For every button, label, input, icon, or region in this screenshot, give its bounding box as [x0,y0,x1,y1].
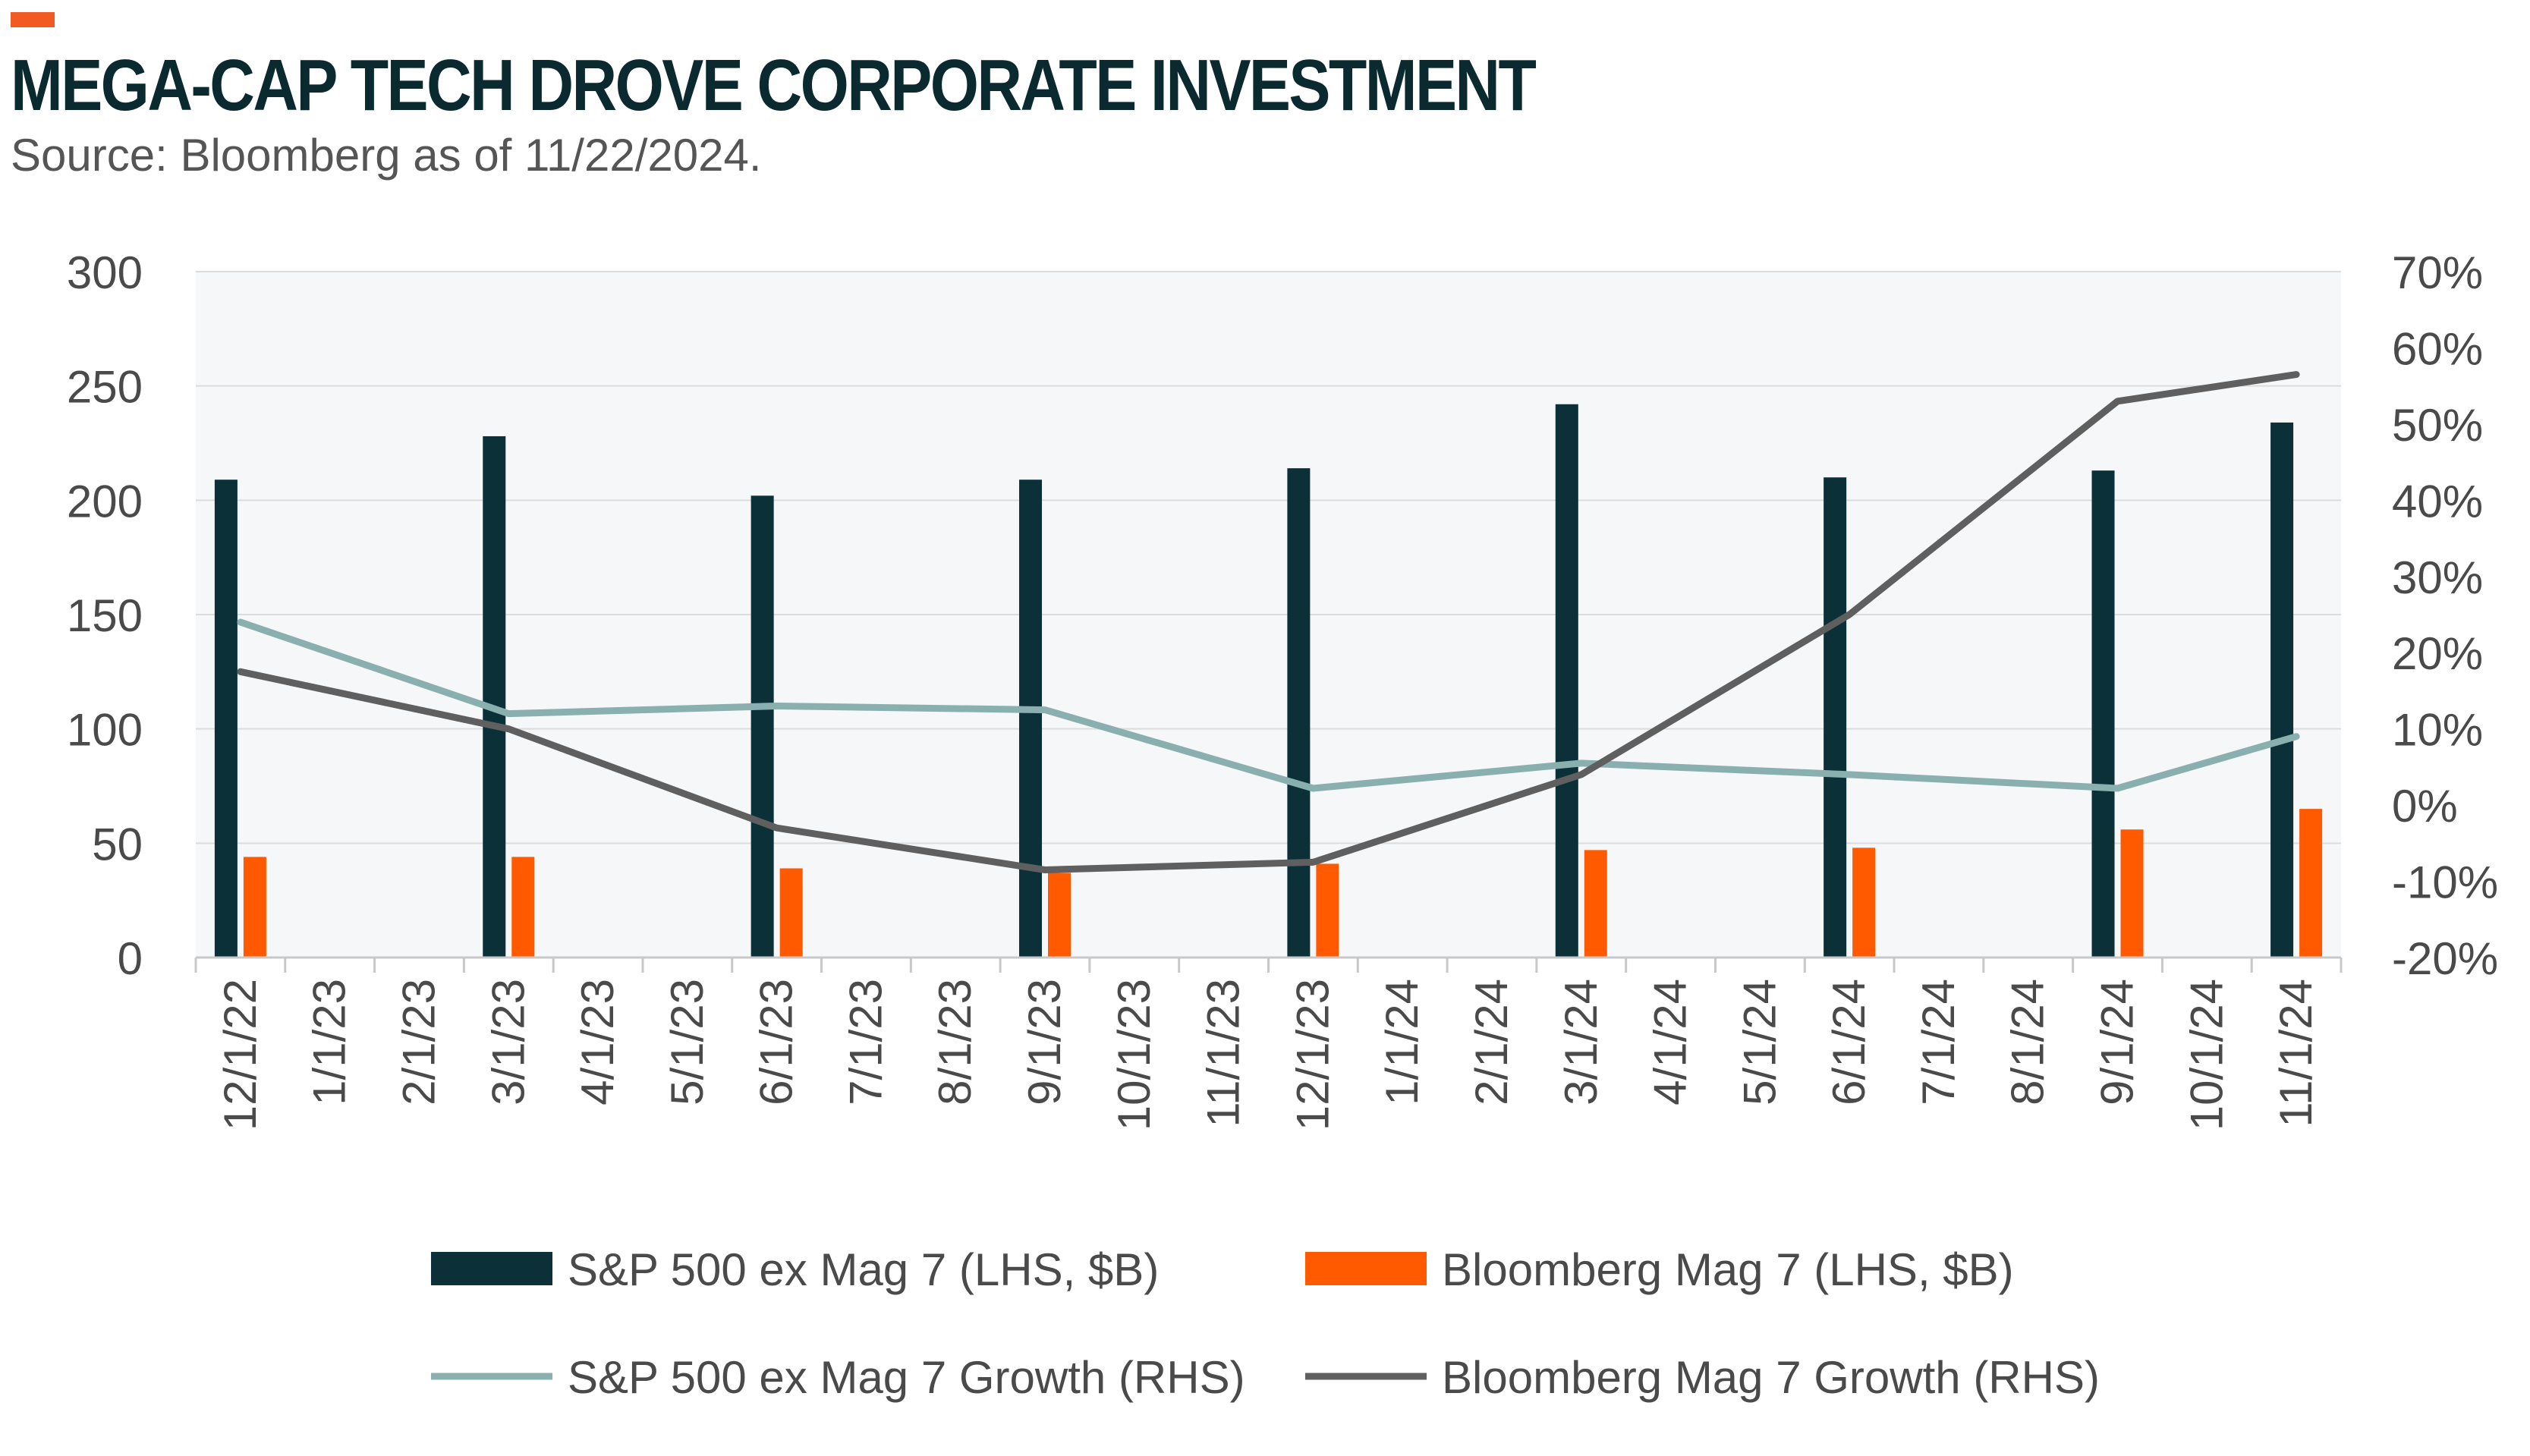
bar-mag7 [1584,850,1607,958]
x-axis-tick-label: 3/1/23 [483,979,533,1105]
x-axis-tick-label: 10/1/24 [2181,979,2232,1131]
x-axis-tick-label: 6/1/23 [751,979,802,1105]
bar-sp500-ex-mag7 [483,436,506,958]
x-axis-tick-label: 8/1/23 [930,979,980,1105]
x-axis-tick-label: 1/1/23 [304,979,355,1105]
x-axis-tick-label: 10/1/23 [1109,979,1160,1131]
chart-title: MEGA-CAP TECH DROVE CORPORATE INVESTMENT [11,45,1537,126]
left-axis-tick-label: 150 [67,590,143,641]
bar-sp500-ex-mag7 [1555,404,1578,958]
left-axis-tick-label: 0 [118,933,143,984]
x-axis-tick-label: 2/1/23 [393,979,444,1105]
x-axis-tick-label: 1/1/24 [1377,979,1427,1105]
x-axis-tick-label: 9/1/24 [2092,979,2143,1105]
bar-sp500-ex-mag7 [2091,470,2115,958]
right-axis-tick-label: 0% [2392,781,2458,832]
legend-mag7-growth-label: Bloomberg Mag 7 Growth (RHS) [1442,1352,2100,1403]
left-axis-tick-label: 200 [67,476,143,527]
right-axis-tick-label: -10% [2392,857,2498,908]
bar-mag7 [2299,809,2323,958]
bar-mag7 [1852,847,1876,958]
x-axis-tick-label: 7/1/23 [840,979,891,1105]
bar-mag7 [511,857,535,958]
bar-sp500-ex-mag7 [214,480,238,958]
left-axis-tick-label: 300 [67,247,143,298]
x-axis-tick-label: 3/1/24 [1556,979,1606,1105]
bar-sp500-ex-mag7 [1019,480,1043,958]
x-axis-tick-label: 9/1/23 [1019,979,1070,1105]
x-axis-tick-label: 4/1/24 [1645,979,1696,1105]
bar-mag7 [1048,873,1071,958]
x-axis-tick-label: 5/1/23 [662,979,713,1105]
bar-sp500-ex-mag7 [2270,422,2294,958]
right-axis-tick-label: -20% [2392,933,2498,984]
bar-sp500-ex-mag7 [751,495,774,958]
legend-mag7-label: Bloomberg Mag 7 (LHS, $B) [1442,1244,2014,1295]
legend-sp500-ex-mag7-label: S&P 500 ex Mag 7 (LHS, $B) [568,1244,1159,1295]
legend-mag7-swatch [1305,1252,1427,1285]
bar-sp500-ex-mag7 [1287,468,1311,958]
line-sp500-ex-mag7-growth [237,618,2300,792]
right-axis-tick-label: 70% [2392,247,2483,298]
bar-mag7 [2120,829,2144,958]
legend-sp500-ex-mag7-growth-label: S&P 500 ex Mag 7 Growth (RHS) [568,1352,1245,1403]
bar-sp500-ex-mag7 [1824,477,1847,958]
right-axis-tick-label: 30% [2392,552,2483,603]
x-axis-tick-label: 8/1/24 [2003,979,2053,1105]
right-axis-tick-label: 60% [2392,323,2483,374]
x-axis-tick-label: 6/1/24 [1824,979,1874,1105]
right-axis-tick-label: 50% [2392,400,2483,451]
x-axis-tick-label: 11/1/23 [1198,979,1249,1127]
x-axis-tick-label: 5/1/24 [1734,979,1785,1105]
x-axis-tick-label: 12/1/22 [215,979,266,1131]
line-mag7-growth [237,371,2300,873]
right-axis-tick-label: 10% [2392,705,2483,756]
accent-bar [11,12,55,27]
x-axis-tick-label: 7/1/24 [1913,979,1964,1105]
legend-sp500-ex-mag7-swatch [431,1252,552,1285]
bar-mag7 [779,868,803,958]
x-axis-tick-label: 2/1/24 [1466,979,1517,1105]
right-axis-tick-label: 20% [2392,628,2483,679]
left-axis-tick-label: 250 [67,362,143,413]
bar-mag7 [243,857,266,958]
x-axis-tick-label: 4/1/23 [572,979,623,1105]
left-axis-tick-label: 50 [92,819,143,870]
left-axis-tick-label: 100 [67,705,143,756]
chart-subtitle: Source: Bloomberg as of 11/22/2024. [11,130,762,181]
x-axis-tick-label: 12/1/23 [1287,979,1338,1131]
right-axis-tick-label: 40% [2392,476,2483,527]
bar-mag7 [1316,863,1339,958]
x-axis-tick-label: 11/1/24 [2270,979,2321,1127]
